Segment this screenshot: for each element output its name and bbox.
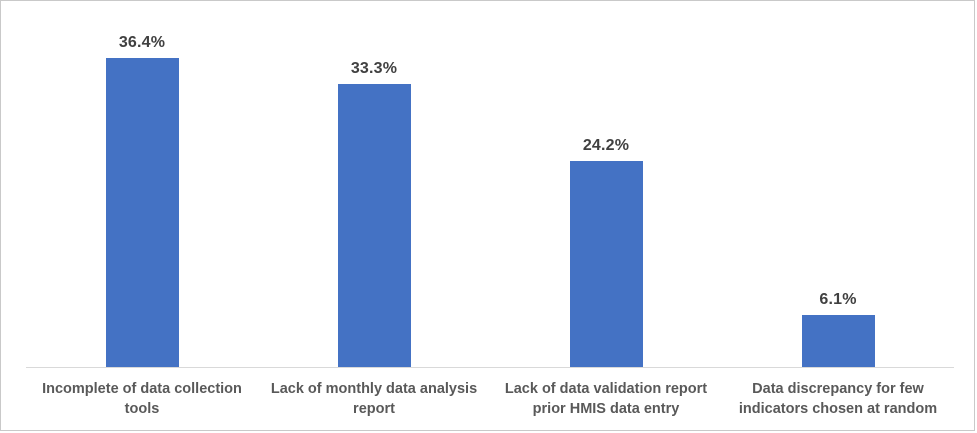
bar — [105, 58, 179, 367]
x-axis-labels: Incomplete of data collection tools Lack … — [26, 368, 954, 420]
data-label: 6.1% — [819, 291, 857, 308]
bar-column: 24.2% — [490, 27, 722, 367]
bar — [569, 161, 643, 367]
plot-area: 36.4% 33.3% 24.2% 6.1% — [26, 27, 954, 368]
bar-column: 33.3% — [258, 27, 490, 367]
data-label: 24.2% — [582, 137, 630, 154]
bar-column: 6.1% — [722, 27, 954, 367]
data-label: 33.3% — [350, 60, 398, 77]
category-label: Incomplete of data collection tools — [42, 381, 242, 418]
category-label: Data discrepancy for few indicators chos… — [738, 381, 938, 418]
data-label: 36.4% — [118, 34, 166, 51]
bar — [801, 315, 875, 367]
category-label: Lack of monthly data analysis report — [270, 381, 478, 418]
bar-column: 36.4% — [26, 27, 258, 367]
bar — [337, 84, 411, 367]
category-label: Lack of data validation report prior HMI… — [504, 381, 708, 418]
